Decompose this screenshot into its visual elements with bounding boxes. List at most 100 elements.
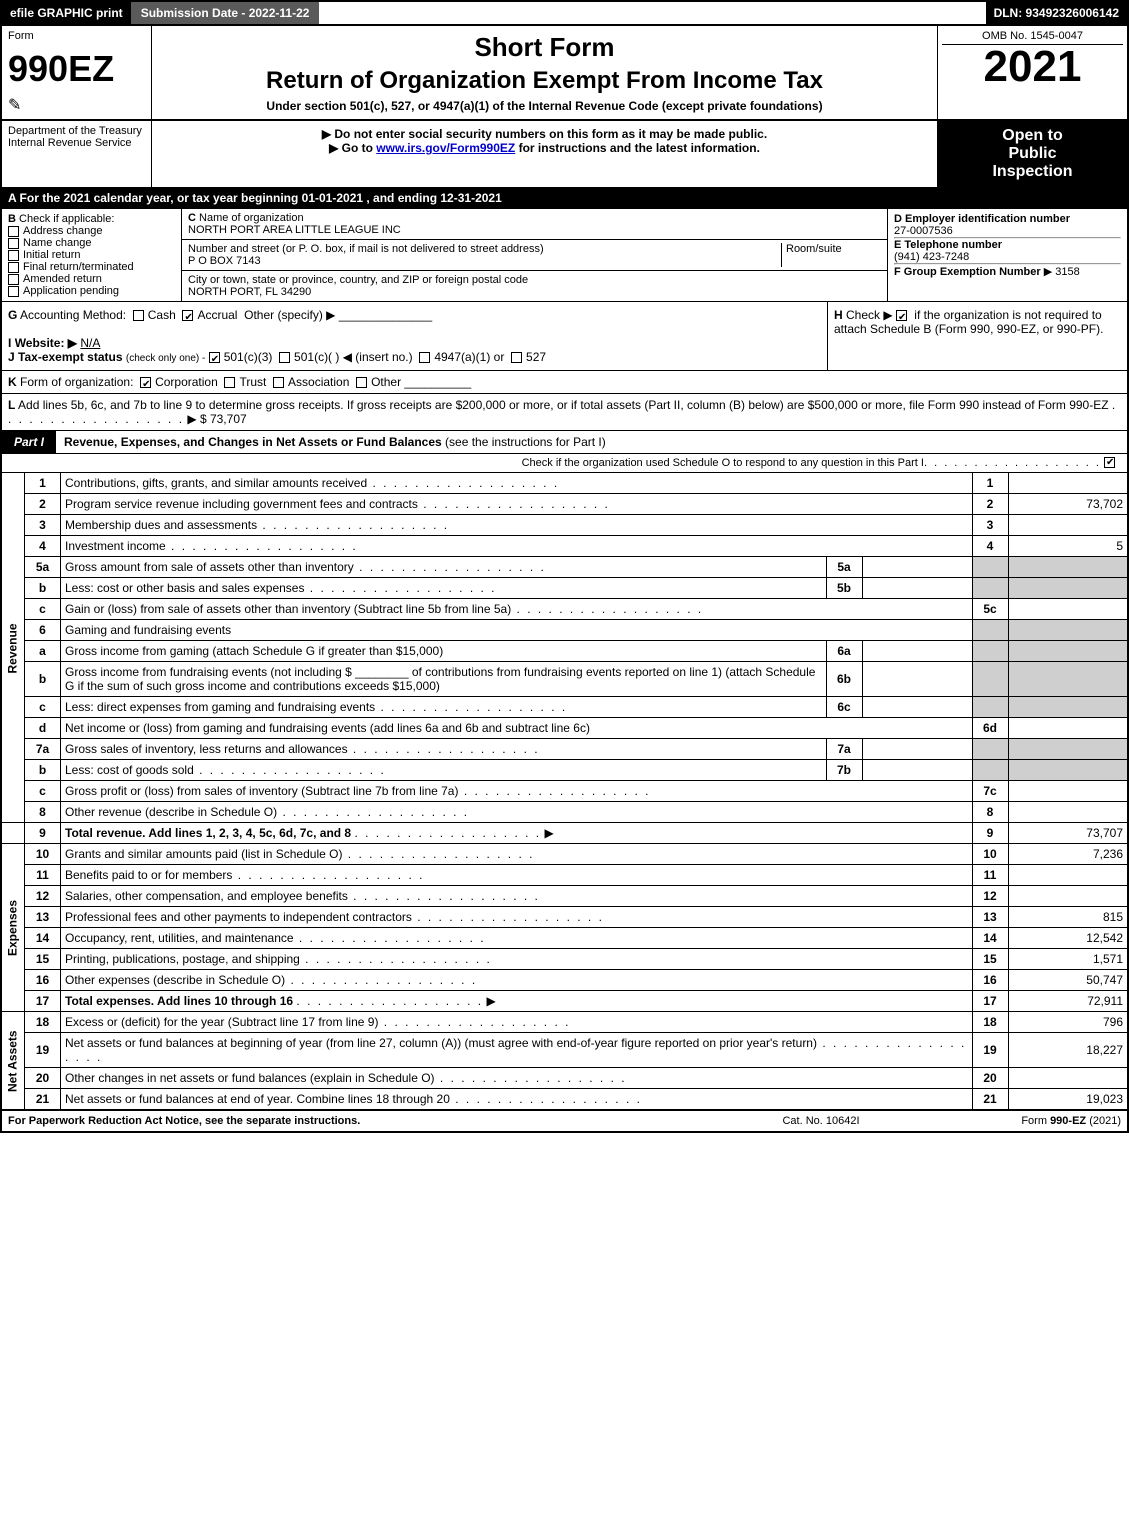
l7b-sn: 7b xyxy=(826,760,862,781)
footer-form-prefix: Form xyxy=(1021,1115,1050,1127)
form-number: 990EZ xyxy=(8,51,145,87)
footer-left: For Paperwork Reduction Act Notice, see … xyxy=(8,1115,721,1127)
l9-val: 73,707 xyxy=(1008,823,1128,844)
l5a-sn: 5a xyxy=(826,557,862,578)
chk-accrual[interactable] xyxy=(182,310,193,321)
l17-desc: Total expenses. Add lines 10 through 16 xyxy=(65,994,293,1008)
entity-block: B Check if applicable: Address change Na… xyxy=(0,209,1129,302)
topbar-fill xyxy=(319,2,985,24)
line-5a: 5a Gross amount from sale of assets othe… xyxy=(1,557,1128,578)
street-label: Number and street (or P. O. box, if mail… xyxy=(188,243,544,255)
l3-num: 3 xyxy=(25,515,61,536)
line-15: 15 Printing, publications, postage, and … xyxy=(1,949,1128,970)
l12-num: 12 xyxy=(25,886,61,907)
form-number-block: Form 990EZ ✎ xyxy=(2,26,152,119)
row-g: G Accounting Method: Cash Accrual Other … xyxy=(2,302,827,370)
l6a-desc: Gross income from gaming (attach Schedul… xyxy=(61,641,827,662)
chk-address-change[interactable] xyxy=(8,226,19,237)
l12-rnum: 12 xyxy=(972,886,1008,907)
l21-val: 19,023 xyxy=(1008,1089,1128,1110)
rows-g-h: G Accounting Method: Cash Accrual Other … xyxy=(0,302,1129,371)
l5c-val xyxy=(1008,599,1128,620)
chk-501c3[interactable] xyxy=(209,352,220,363)
l10-rnum: 10 xyxy=(972,844,1008,865)
l7a-rshade xyxy=(972,739,1008,760)
chk-corporation[interactable] xyxy=(140,377,151,388)
l15-val: 1,571 xyxy=(1008,949,1128,970)
footer-form-suffix: (2021) xyxy=(1089,1115,1121,1127)
subtitle: Under section 501(c), 527, or 4947(a)(1)… xyxy=(158,99,931,113)
row-l: L Add lines 5b, 6c, and 7b to line 9 to … xyxy=(0,394,1129,431)
l6b-rshade2 xyxy=(1008,662,1128,697)
line-18: Net Assets 18 Excess or (deficit) for th… xyxy=(1,1012,1128,1033)
l10-num: 10 xyxy=(25,844,61,865)
line-16: 16 Other expenses (describe in Schedule … xyxy=(1,970,1128,991)
efile-print-label: efile GRAPHIC print xyxy=(2,2,131,24)
l12-desc: Salaries, other compensation, and employ… xyxy=(65,889,540,903)
g-other: Other (specify) ▶ xyxy=(244,308,335,322)
chk-initial-return[interactable] xyxy=(8,250,19,261)
footer: For Paperwork Reduction Act Notice, see … xyxy=(0,1110,1129,1133)
h-prefix: Check ▶ xyxy=(846,308,893,322)
instruction-bullet-1: ▶ Do not enter social security numbers o… xyxy=(158,127,931,141)
instr2-suffix: for instructions and the latest informat… xyxy=(519,141,760,155)
form-word: Form xyxy=(8,30,145,42)
l7c-val xyxy=(1008,781,1128,802)
l7b-num: b xyxy=(25,760,61,781)
chk-final-return[interactable] xyxy=(8,262,19,273)
l7a-rshade2 xyxy=(1008,739,1128,760)
j-opt4: 527 xyxy=(526,350,546,364)
l8-rnum: 8 xyxy=(972,802,1008,823)
chk-4947[interactable] xyxy=(419,352,430,363)
l6b-rshade xyxy=(972,662,1008,697)
chk-schedule-o[interactable] xyxy=(1104,457,1115,468)
line-9: 9 Total revenue. Add lines 1, 2, 3, 4, 5… xyxy=(1,823,1128,844)
h-label: H xyxy=(834,308,843,322)
footer-cat: Cat. No. 10642I xyxy=(721,1115,921,1127)
l19-num: 19 xyxy=(25,1033,61,1068)
l9-rnum: 9 xyxy=(972,823,1008,844)
l3-val xyxy=(1008,515,1128,536)
chk-name-change[interactable] xyxy=(8,238,19,249)
l6c-sv xyxy=(862,697,972,718)
l7c-rnum: 7c xyxy=(972,781,1008,802)
l6a-sn: 6a xyxy=(826,641,862,662)
l17-num: 17 xyxy=(25,991,61,1012)
l4-num: 4 xyxy=(25,536,61,557)
l6-num: 6 xyxy=(25,620,61,641)
l5b-desc: Less: cost or other basis and sales expe… xyxy=(65,581,497,595)
irs-link[interactable]: www.irs.gov/Form990EZ xyxy=(376,141,515,155)
line-17: 17 Total expenses. Add lines 10 through … xyxy=(1,991,1128,1012)
l5a-rshade xyxy=(972,557,1008,578)
instructions-block: ▶ Do not enter social security numbers o… xyxy=(152,121,937,187)
chk-application-pending[interactable] xyxy=(8,286,19,297)
l2-desc: Program service revenue including govern… xyxy=(65,497,610,511)
line-20: 20 Other changes in net assets or fund b… xyxy=(1,1068,1128,1089)
chk-cash[interactable] xyxy=(133,310,144,321)
chk-other-org[interactable] xyxy=(356,377,367,388)
l1-rnum: 1 xyxy=(972,473,1008,494)
l2-num: 2 xyxy=(25,494,61,515)
k-opt-2: Association xyxy=(288,375,349,389)
chk-501c[interactable] xyxy=(279,352,290,363)
line-7b: b Less: cost of goods sold 7b xyxy=(1,760,1128,781)
open-to-public: Open to Public Inspection xyxy=(937,121,1127,187)
line-6: 6 Gaming and fundraising events xyxy=(1,620,1128,641)
l6d-num: d xyxy=(25,718,61,739)
street-value: P O BOX 7143 xyxy=(188,255,261,267)
chk-schedule-b-not-required[interactable] xyxy=(896,310,907,321)
chk-amended-return[interactable] xyxy=(8,274,19,285)
section-b: B Check if applicable: Address change Na… xyxy=(2,209,182,301)
l6-desc: Gaming and fundraising events xyxy=(61,620,973,641)
l11-rnum: 11 xyxy=(972,865,1008,886)
l21-desc: Net assets or fund balances at end of ye… xyxy=(65,1092,642,1106)
b-label: B xyxy=(8,213,16,225)
chk-trust[interactable] xyxy=(224,377,235,388)
line-8: 8 Other revenue (describe in Schedule O)… xyxy=(1,802,1128,823)
chk-527[interactable] xyxy=(511,352,522,363)
chk-association[interactable] xyxy=(273,377,284,388)
l10-val: 7,236 xyxy=(1008,844,1128,865)
l5a-sv xyxy=(862,557,972,578)
l5b-rshade xyxy=(972,578,1008,599)
line-7c: c Gross profit or (loss) from sales of i… xyxy=(1,781,1128,802)
